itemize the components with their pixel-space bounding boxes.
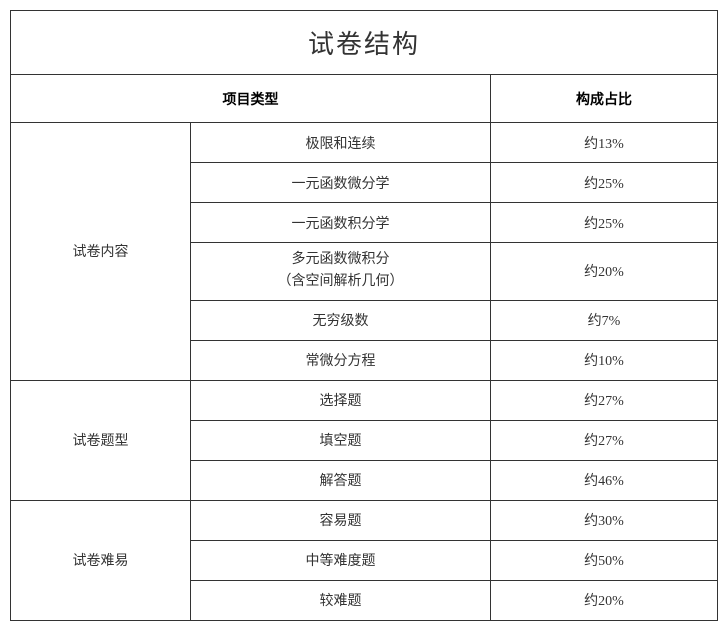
item-cell: 解答题	[191, 460, 491, 500]
item-cell: 选择题	[191, 380, 491, 420]
item-line2: （含空间解析几何）	[278, 274, 404, 289]
ratio-cell: 约27%	[491, 380, 718, 420]
section-label-content: 试卷内容	[11, 123, 191, 381]
col-header-project-type: 项目类型	[11, 75, 491, 123]
item-cell: 常微分方程	[191, 340, 491, 380]
item-cell: 无穷级数	[191, 300, 491, 340]
exam-structure-table: 试卷结构 项目类型 构成占比 试卷内容 极限和连续 约13% 一元函数微分学 约…	[10, 10, 718, 621]
ratio-cell: 约13%	[491, 123, 718, 163]
ratio-cell: 约10%	[491, 340, 718, 380]
table-wrapper: 试卷结构 项目类型 构成占比 试卷内容 极限和连续 约13% 一元函数微分学 约…	[10, 10, 717, 621]
item-cell: 一元函数积分学	[191, 203, 491, 243]
item-cell: 中等难度题	[191, 540, 491, 580]
item-cell: 填空题	[191, 420, 491, 460]
table-row: 试卷难易 容易题 约30%	[11, 500, 718, 540]
ratio-cell: 约50%	[491, 540, 718, 580]
ratio-cell: 约7%	[491, 300, 718, 340]
item-cell: 极限和连续	[191, 123, 491, 163]
ratio-cell: 约25%	[491, 163, 718, 203]
section-label-type: 试卷题型	[11, 380, 191, 500]
col-header-ratio: 构成占比	[491, 75, 718, 123]
item-cell: 较难题	[191, 580, 491, 620]
header-row: 项目类型 构成占比	[11, 75, 718, 123]
table-row: 试卷内容 极限和连续 约13%	[11, 123, 718, 163]
table-title: 试卷结构	[11, 11, 718, 75]
item-line1: 多元函数微积分	[292, 252, 390, 267]
section-label-difficulty: 试卷难易	[11, 500, 191, 620]
ratio-cell: 约20%	[491, 243, 718, 301]
ratio-cell: 约20%	[491, 580, 718, 620]
ratio-cell: 约30%	[491, 500, 718, 540]
item-cell-multiline: 多元函数微积分 （含空间解析几何）	[191, 243, 491, 301]
item-cell: 一元函数微分学	[191, 163, 491, 203]
title-row: 试卷结构	[11, 11, 718, 75]
item-cell: 容易题	[191, 500, 491, 540]
ratio-cell: 约27%	[491, 420, 718, 460]
table-row: 试卷题型 选择题 约27%	[11, 380, 718, 420]
ratio-cell: 约46%	[491, 460, 718, 500]
ratio-cell: 约25%	[491, 203, 718, 243]
